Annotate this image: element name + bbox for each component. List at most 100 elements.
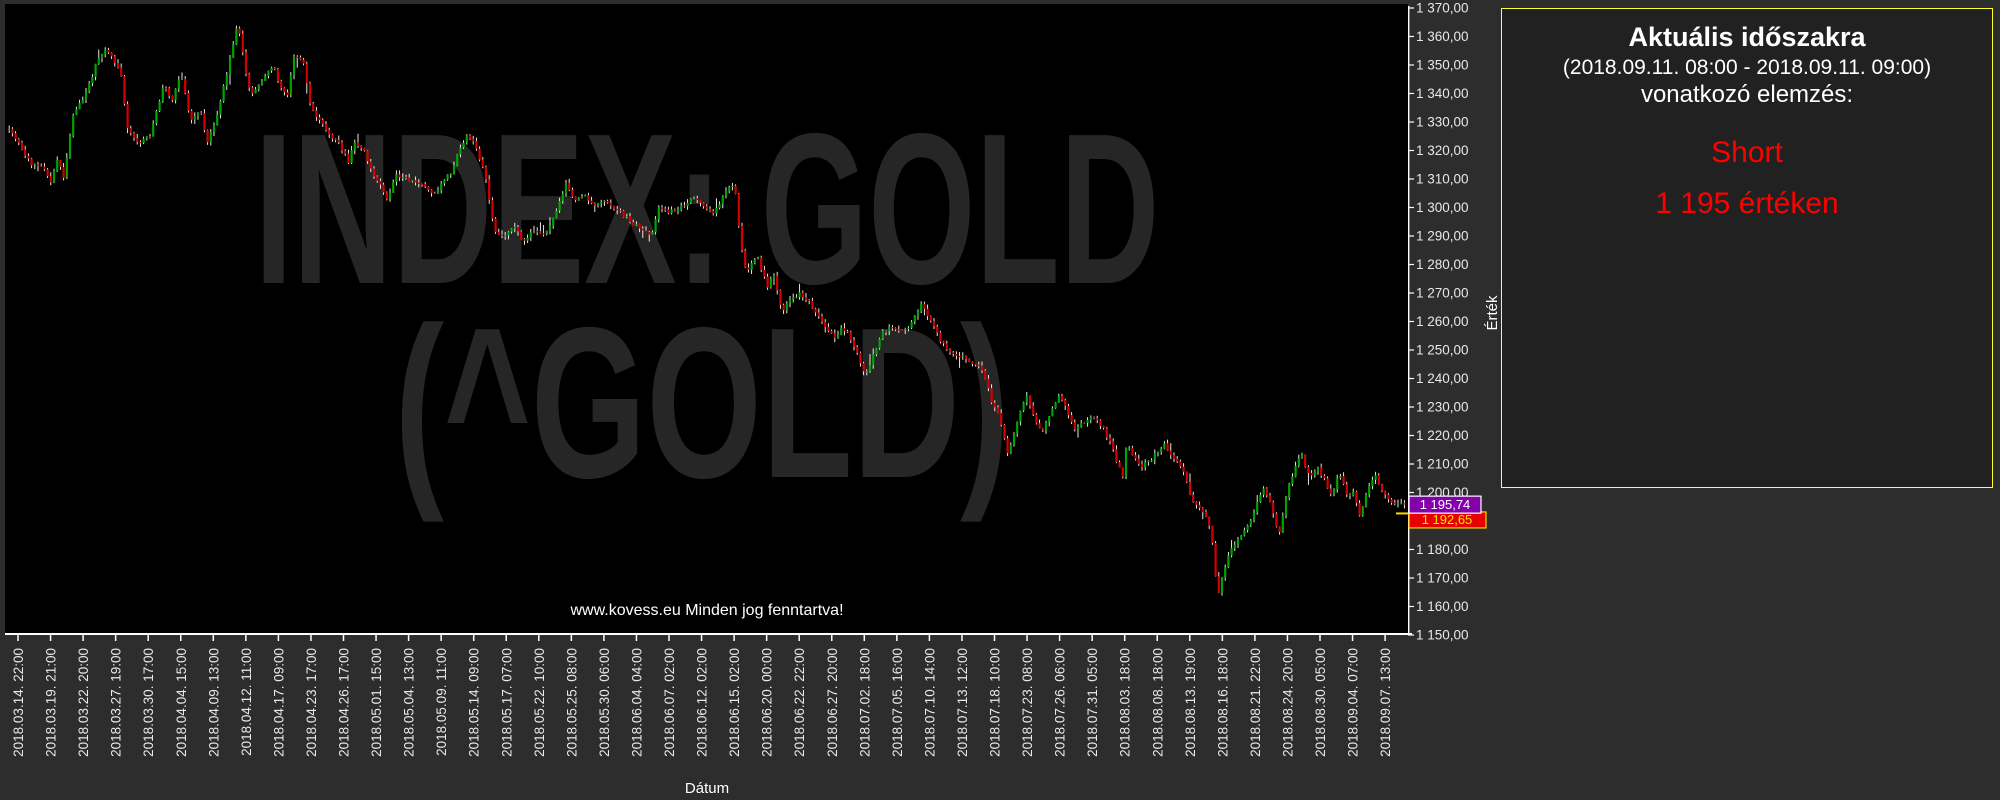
signal-price: 1 195 értéken <box>1655 187 1839 220</box>
candle-body <box>1217 576 1220 593</box>
candle-body <box>216 114 219 125</box>
candle-body <box>203 113 206 131</box>
candle-body <box>1022 402 1025 411</box>
candle-body <box>1118 462 1121 468</box>
x-tick-label: 2018.06.20. 00:00 <box>760 648 775 757</box>
x-tick-label: 2018.05.22. 10:00 <box>532 648 547 757</box>
y-tick-label: 1 220,00 <box>1416 428 1469 443</box>
x-tick-label: 2018.06.12. 02:00 <box>695 648 710 757</box>
candle-body <box>596 203 600 206</box>
candle-body <box>817 312 820 317</box>
candle-body <box>1336 478 1339 490</box>
candle-body <box>868 365 872 371</box>
candle-body <box>244 52 248 74</box>
candle-body <box>104 49 107 55</box>
candle-body <box>350 150 353 164</box>
candle-body <box>404 176 408 179</box>
candle-body <box>411 180 414 182</box>
candle-body <box>955 353 958 356</box>
x-tick-label: 2018.08.08. 18:00 <box>1150 648 1165 757</box>
candle-body <box>382 184 385 193</box>
x-tick-label: 2018.05.25. 08:00 <box>564 648 579 757</box>
candle-body <box>782 304 785 311</box>
candle-body <box>148 136 152 138</box>
candle-body <box>1345 484 1348 495</box>
copyright-text: www.kovess.eu Minden jog fenntartva! <box>569 602 843 619</box>
candle-body <box>504 235 507 237</box>
candle-body <box>132 132 136 138</box>
candle-body <box>929 316 932 321</box>
candle-body <box>510 228 513 232</box>
candle-body <box>628 216 632 223</box>
candle-body <box>888 327 891 332</box>
candle-body <box>683 205 686 207</box>
candle-body <box>68 136 72 158</box>
candle-body <box>555 210 558 218</box>
candle-body <box>72 115 75 137</box>
candle-body <box>1387 494 1390 500</box>
candle-body <box>139 142 142 144</box>
candle-body <box>702 203 705 207</box>
candle-body <box>1326 478 1329 489</box>
candle-body <box>219 101 222 115</box>
candle-body <box>392 181 395 193</box>
candle-body <box>1057 395 1060 403</box>
candle-body <box>1128 447 1131 449</box>
analysis-panel: Aktuális időszakra (2018.09.11. 08:00 - … <box>1501 8 1993 488</box>
candle-body <box>545 230 548 234</box>
x-tick-label: 2018.03.22. 20:00 <box>76 648 91 757</box>
candle-body <box>1227 555 1230 568</box>
candle-body <box>894 328 897 330</box>
candle-body <box>225 75 228 86</box>
candle-body <box>280 81 283 88</box>
candle-body <box>728 187 731 192</box>
candle-body <box>478 148 481 160</box>
candle-body <box>862 363 865 372</box>
candle-body <box>155 111 158 124</box>
candle-body <box>1076 426 1080 430</box>
candle-body <box>1380 484 1384 491</box>
x-tick-label: 2018.09.07. 13:00 <box>1378 648 1393 757</box>
candle-body <box>875 348 878 355</box>
candle-body <box>836 334 840 339</box>
candle-body <box>254 89 257 94</box>
candle-body <box>129 128 132 133</box>
candle-body <box>1038 423 1041 429</box>
x-tick-label: 2018.05.04. 13:00 <box>402 648 417 757</box>
x-tick-label: 2018.07.05. 16:00 <box>890 648 905 757</box>
candle-body <box>1156 451 1160 454</box>
candle-body <box>654 219 657 233</box>
candle-body <box>1006 438 1009 454</box>
candle-body <box>193 116 196 120</box>
candle-body <box>107 49 110 53</box>
x-tick-label: 2018.08.30. 05:00 <box>1313 648 1328 757</box>
candle-body <box>968 358 971 362</box>
candle-body <box>606 200 609 203</box>
candle-body <box>984 370 987 379</box>
candle-body <box>430 189 433 193</box>
candle-body <box>603 200 606 203</box>
candle-body <box>1160 448 1163 452</box>
y-tick-label: 1 170,00 <box>1416 571 1469 586</box>
candle-body <box>542 233 545 235</box>
candle-body <box>20 142 24 150</box>
candle-body <box>692 198 696 200</box>
candle-body <box>1179 461 1182 467</box>
candle-body <box>401 176 404 179</box>
candle-body <box>670 209 673 214</box>
candle-body <box>721 196 724 205</box>
x-tick-label: 2018.04.09. 13:00 <box>206 648 221 757</box>
candle-body <box>1259 494 1262 502</box>
candle-body <box>763 270 766 277</box>
candle-body <box>436 190 440 194</box>
candle-body <box>190 110 193 120</box>
candle-body <box>1140 464 1144 468</box>
candle-body <box>238 28 241 34</box>
candle-body <box>1092 417 1096 419</box>
candle-body <box>1300 454 1304 459</box>
candle-body <box>657 207 660 220</box>
candle-body <box>760 257 763 270</box>
candle-body <box>977 364 980 366</box>
candle-body <box>1348 494 1352 496</box>
candle-body <box>49 176 52 183</box>
